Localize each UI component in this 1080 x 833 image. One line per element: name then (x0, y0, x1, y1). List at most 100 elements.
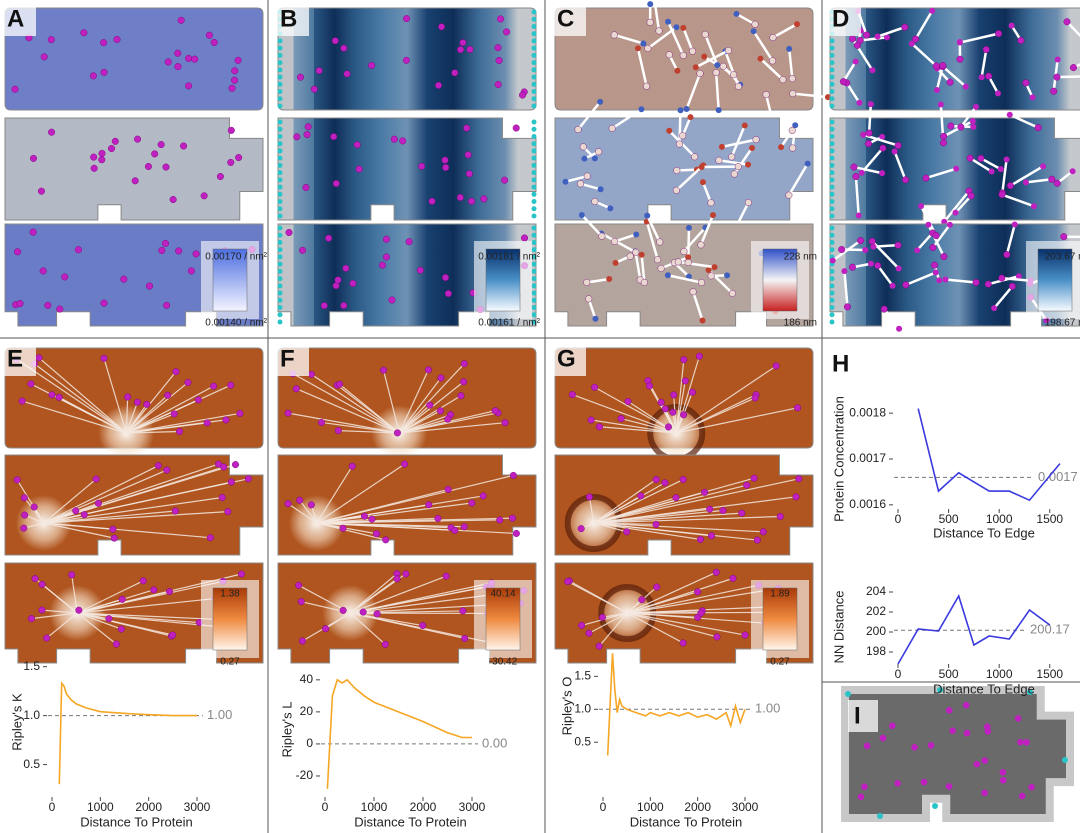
dot (643, 82, 651, 90)
distance-line (593, 484, 747, 524)
dot (933, 87, 940, 94)
edge-dot (531, 31, 537, 37)
nn-line (564, 174, 589, 184)
dot (222, 416, 230, 424)
dot (653, 583, 661, 591)
dot (80, 511, 88, 519)
nn-line (699, 213, 715, 247)
distance-line (627, 612, 718, 638)
dot (44, 301, 52, 309)
dot (874, 33, 881, 40)
dot (89, 72, 97, 80)
edge-dot (277, 126, 283, 132)
colorbar-min: 0.00140 / nm² (205, 318, 267, 329)
dot (378, 261, 386, 269)
dot (638, 596, 646, 604)
membrane (4, 223, 264, 327)
dot (206, 534, 214, 542)
dot (769, 57, 777, 65)
distance-line (593, 479, 684, 524)
edge-dot (829, 126, 835, 132)
dot (451, 526, 459, 534)
dot (302, 183, 310, 191)
dot (706, 505, 714, 513)
dot (587, 416, 595, 424)
dot (297, 598, 305, 606)
edge-dot (531, 290, 537, 296)
dot (459, 39, 467, 47)
dot (325, 234, 333, 242)
membrane (4, 117, 264, 221)
edge-dot (829, 319, 835, 325)
panel-letter: F (280, 345, 295, 372)
dot (158, 246, 166, 254)
edge-dot (277, 290, 283, 296)
dot (393, 429, 401, 437)
membrane (554, 223, 814, 327)
dot (1003, 156, 1010, 163)
edge-dot (829, 141, 835, 147)
dot (978, 74, 985, 81)
dot (638, 106, 645, 113)
edge-dot (845, 691, 851, 697)
edge-dot (277, 206, 283, 212)
dot (501, 419, 509, 427)
dot (334, 276, 342, 284)
dot (647, 1, 654, 8)
distance-line (593, 508, 710, 524)
dot (176, 427, 184, 435)
dot (728, 153, 736, 161)
nn-line (771, 22, 799, 39)
distance-line (349, 573, 398, 614)
dot (914, 247, 921, 254)
dot (194, 396, 202, 404)
x-tick-label: 2000 (135, 800, 162, 814)
dot (317, 418, 325, 426)
dot (468, 499, 476, 507)
dot (769, 34, 777, 42)
dot (339, 606, 347, 614)
dot (1023, 739, 1030, 746)
dot (426, 401, 434, 409)
edge-dot (531, 119, 537, 125)
dot (180, 142, 188, 150)
data-line (606, 653, 746, 756)
dot (444, 290, 452, 298)
edge-dot (531, 254, 537, 260)
dot (43, 634, 51, 642)
nn-line (893, 150, 907, 182)
edge-dot (277, 148, 283, 154)
dot (1040, 163, 1047, 170)
distance-line (676, 397, 756, 434)
dot (1030, 203, 1037, 210)
nn-line (831, 239, 862, 262)
dot (353, 141, 361, 149)
dot (68, 571, 76, 579)
colorbar (485, 248, 521, 312)
distance-line (676, 407, 798, 434)
y-tick-label: 0.0016 (849, 497, 886, 511)
letter-bg (848, 700, 878, 732)
y-tick-label: 0 (306, 736, 313, 750)
colorbar-max: 0.00181 / nm² (478, 252, 540, 263)
dot (21, 511, 29, 519)
nn-line (640, 253, 646, 284)
edge-dot (829, 213, 835, 219)
distance-line (43, 511, 228, 524)
dot (1063, 18, 1071, 26)
dot (595, 423, 603, 431)
dot (444, 415, 452, 423)
dot (949, 727, 956, 734)
edge-dot (531, 297, 537, 303)
edge-dot (531, 38, 537, 44)
dot (292, 385, 300, 393)
distance-line (399, 418, 448, 434)
dot (231, 76, 239, 84)
nn-line (634, 250, 642, 282)
data-line (917, 408, 1061, 502)
dot (20, 494, 28, 502)
dot (468, 197, 476, 205)
panel-c: C 228 nm 186 nm (552, 0, 831, 329)
dot (463, 124, 471, 132)
